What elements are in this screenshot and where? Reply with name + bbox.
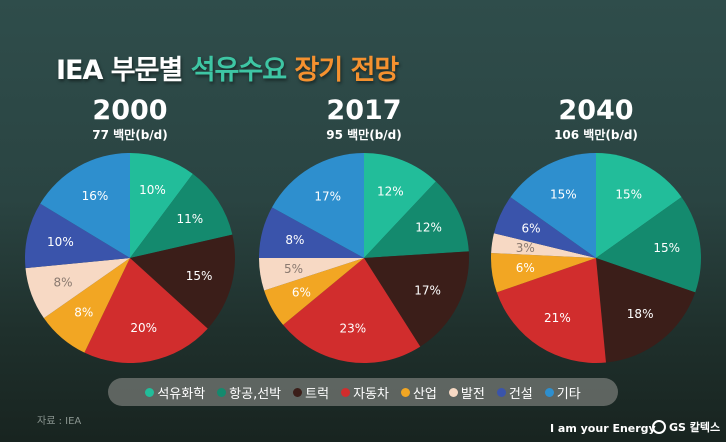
- data-label: 6%: [292, 285, 311, 299]
- legend-label: 기타: [556, 386, 581, 402]
- pie-slice-2040-트럭: [596, 258, 696, 363]
- year-header-2017: 2017 95 백만(b/d): [284, 96, 444, 143]
- pie-slice-2040-기타: [510, 153, 596, 258]
- pie-slice-2040-발전: [491, 233, 596, 258]
- pie-slice-2000-건설: [25, 203, 131, 269]
- title-part1: IEA 부문별: [56, 55, 183, 86]
- legend-item: 기타: [544, 383, 581, 402]
- data-label: 15%: [550, 188, 577, 202]
- pie-slice-2000-발전: [25, 258, 131, 319]
- title-part2: 석유수요: [190, 55, 287, 86]
- slogan: I am your Energy: [550, 422, 656, 435]
- legend-label: 건설: [508, 386, 533, 402]
- year-label: 2000: [92, 95, 168, 126]
- pie-slice-2000-산업: [43, 258, 130, 353]
- data-label: 6%: [516, 261, 535, 275]
- year-header-2040: 2040 106 백만(b/d): [516, 96, 676, 143]
- data-label: 15%: [186, 269, 213, 283]
- legend-label: 트럭: [305, 386, 330, 402]
- data-label: 8%: [53, 276, 72, 290]
- brand-name: GS 칼텍스: [669, 421, 721, 434]
- legend-item: 발전: [448, 383, 485, 402]
- title-part3: 장기 전망: [294, 55, 400, 86]
- legend-dot: [496, 387, 506, 397]
- year-label: 2040: [558, 95, 634, 126]
- legend-item: 트럭: [293, 383, 329, 402]
- legend-dot: [341, 387, 351, 397]
- pie-slice-2000-항공,선박: [130, 173, 233, 258]
- unit-label: 95 백만(b/d): [326, 128, 402, 142]
- data-label: 15%: [653, 241, 680, 255]
- pie-slice-2040-항공,선박: [596, 197, 701, 293]
- data-label: 10%: [47, 235, 74, 249]
- legend-item: 건설: [496, 383, 533, 402]
- data-label: 17%: [314, 190, 341, 204]
- legend-item: 산업: [400, 383, 437, 402]
- pie-slice-2017-석유화학: [364, 153, 436, 258]
- year-header-2000: 2000 77 백만(b/d): [50, 96, 210, 143]
- legend-dot: [293, 387, 303, 397]
- legend-label: 항공,선박: [229, 386, 282, 402]
- legend: 석유화학 항공,선박 트럭 자동차 산업 발전 건설 기타: [108, 378, 618, 406]
- pie-slice-2040-산업: [491, 253, 596, 293]
- legend-dot: [448, 387, 458, 397]
- pie-slice-2000-기타: [40, 153, 131, 258]
- pie-slice-2040-석유화학: [596, 153, 682, 258]
- data-label: 18%: [627, 307, 654, 321]
- legend-label: 발전: [460, 386, 485, 402]
- data-label: 21%: [544, 311, 571, 325]
- pie-slice-2017-건설: [259, 207, 364, 258]
- legend-dot: [544, 387, 554, 397]
- data-label: 10%: [139, 183, 166, 197]
- data-label: 8%: [74, 305, 93, 319]
- legend-label: 산업: [412, 386, 437, 402]
- legend-item: 항공,선박: [217, 383, 281, 402]
- data-label: 5%: [284, 262, 303, 276]
- source-note: 자료 : IEA: [37, 416, 82, 427]
- data-label: 20%: [130, 321, 157, 335]
- data-label: 6%: [522, 221, 541, 235]
- data-label: 12%: [377, 185, 404, 199]
- legend-dot: [400, 387, 410, 397]
- data-label: 8%: [285, 233, 304, 247]
- brand-logo: GS 칼텍스: [652, 419, 720, 435]
- unit-label: 106 백만(b/d): [554, 128, 638, 142]
- data-label: 16%: [82, 189, 109, 203]
- pie-slice-2017-자동차: [283, 258, 421, 363]
- pie-slice-2017-발전: [259, 258, 364, 291]
- year-label: 2017: [326, 95, 402, 126]
- data-label: 17%: [414, 283, 441, 297]
- unit-label: 77 백만(b/d): [92, 128, 168, 142]
- legend-dot: [217, 387, 227, 397]
- data-label: 12%: [415, 221, 442, 235]
- page-title: IEA 부문별 석유수요 장기 전망: [56, 48, 400, 87]
- pie-slice-2000-트럭: [130, 234, 236, 329]
- data-label: 11%: [177, 212, 204, 226]
- pie-slice-2017-기타: [271, 153, 364, 258]
- legend-dot: [145, 387, 155, 397]
- pie-slice-2000-석유화학: [130, 153, 193, 258]
- pie-slice-2040-자동차: [496, 258, 606, 364]
- data-label: 3%: [516, 241, 535, 255]
- legend-label: 석유화학: [157, 386, 206, 402]
- logo-icon: [652, 420, 666, 434]
- legend-item: 석유화학: [145, 383, 205, 402]
- legend-label: 자동차: [353, 386, 389, 402]
- pie-slice-2000-자동차: [84, 258, 208, 364]
- pie-slice-2040-건설: [493, 197, 596, 258]
- pie-slice-2017-항공,선박: [364, 181, 469, 258]
- data-label: 23%: [339, 322, 366, 336]
- pie-slice-2017-트럭: [364, 251, 469, 347]
- pie-slice-2017-산업: [264, 258, 364, 325]
- legend-item: 자동차: [341, 383, 389, 402]
- data-label: 15%: [615, 188, 642, 202]
